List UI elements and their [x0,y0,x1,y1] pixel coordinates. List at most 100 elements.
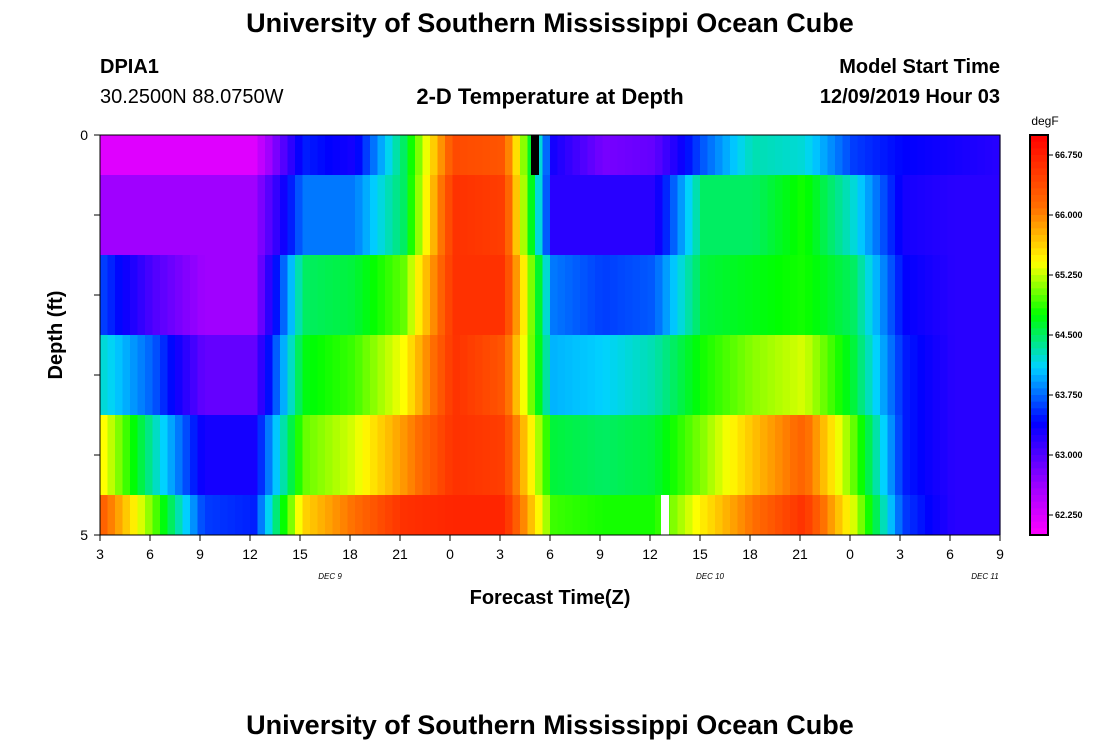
heat-cell [857,495,866,535]
colorbar-tick-label: 65.250 [1055,270,1083,280]
heat-cell [887,135,896,175]
heat-cell [655,255,664,335]
heat-cell [955,175,964,255]
heat-cell [850,135,859,175]
heat-cell [437,415,446,495]
heat-cell [250,415,259,495]
heat-cell [460,255,469,335]
heat-cell [535,175,544,255]
heat-cell [790,495,799,535]
heat-cell [782,255,791,335]
heat-cell [175,135,184,175]
x-tick-label: 0 [446,546,454,562]
heat-cell [707,495,716,535]
heat-cell [917,175,926,255]
colorbar-segment [1030,495,1048,503]
heat-cell [782,495,791,535]
heat-cell [715,175,724,255]
heat-cell [317,255,326,335]
heat-cell [317,415,326,495]
heat-cell [490,495,499,535]
heat-cell [325,335,334,415]
heat-cell [692,135,701,175]
heat-cell [130,175,139,255]
heat-cell [422,415,431,495]
x-tick-label: 3 [96,546,104,562]
colorbar-segment [1030,288,1048,296]
heat-cell [632,135,641,175]
heat-cell [865,415,874,495]
heat-cell [790,415,799,495]
heat-cell [287,335,296,415]
heat-cell [782,415,791,495]
heat-cell [452,255,461,335]
station-coordinates: 30.2500N 88.0750W [100,86,284,108]
heat-cell [685,135,694,175]
heat-cell [647,175,656,255]
heat-cell [400,335,409,415]
heat-cell [272,415,281,495]
heat-cell [190,335,199,415]
heat-cell [760,255,769,335]
heat-cell [565,335,574,415]
heat-cell [902,255,911,335]
heat-cell [467,175,476,255]
heat-cell [310,255,319,335]
heat-cell [565,175,574,255]
heat-cell [587,415,596,495]
heat-cell [647,335,656,415]
heat-cell [970,415,979,495]
heat-cell [107,335,116,415]
heat-cell [707,335,716,415]
heat-cell [602,335,611,415]
heat-cell [152,175,161,255]
x-axis-label: Forecast Time(Z) [470,587,631,609]
colorbar-segment [1030,408,1048,416]
heat-cell [385,135,394,175]
heat-cell [940,255,949,335]
colorbar-segment [1030,315,1048,323]
heat-cell [992,255,1001,335]
heat-cell [370,255,379,335]
heat-cell [332,335,341,415]
model-start-value: 12/09/2019 Hour 03 [819,86,1000,108]
heat-cell [985,135,994,175]
heat-cell [280,255,289,335]
heat-cell [257,415,266,495]
heat-cell [415,495,424,535]
heat-cell [347,335,356,415]
heat-cell [550,135,559,175]
heat-cell [955,255,964,335]
heat-cell [257,175,266,255]
heat-cell [250,135,259,175]
heat-cell [670,255,679,335]
heat-cell [317,495,326,535]
heat-cell [407,495,416,535]
heat-cell [355,335,364,415]
heat-cell [317,135,326,175]
heat-cell [782,335,791,415]
heat-cell [137,495,146,535]
heat-cell [160,135,169,175]
heat-cell [235,335,244,415]
heat-cell [430,135,439,175]
heat-cell [895,175,904,255]
heat-cell [332,135,341,175]
heat-cell [977,415,986,495]
heat-cell [130,255,139,335]
heat-cell [700,175,709,255]
heat-cell [550,415,559,495]
colorbar-segment [1030,341,1048,349]
heat-cell [947,415,956,495]
heat-cell [812,255,821,335]
heat-cell [692,255,701,335]
heat-cell [677,255,686,335]
colorbar-segment [1030,461,1048,469]
heat-cell [610,415,619,495]
heat-cell [497,175,506,255]
heat-cell [692,175,701,255]
heat-cell [190,415,199,495]
heat-cell [572,335,581,415]
heat-cell [467,495,476,535]
heat-cell [130,335,139,415]
